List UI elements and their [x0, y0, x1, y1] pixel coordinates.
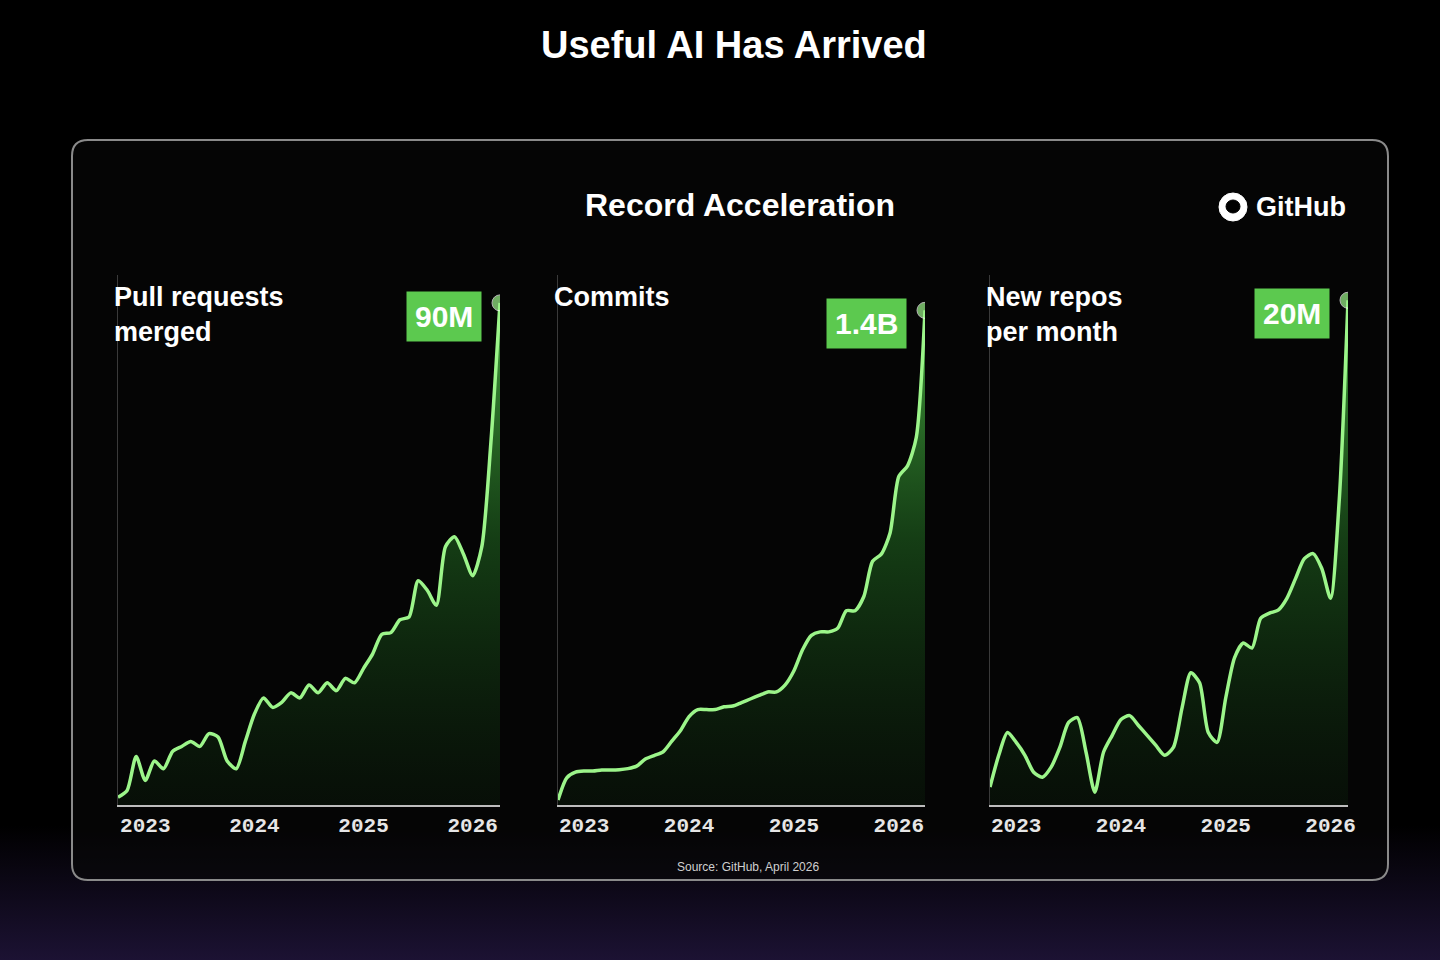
svg-text:Commits: Commits	[554, 282, 670, 312]
svg-text:2023: 2023	[120, 815, 170, 838]
svg-text:20M: 20M	[1263, 297, 1321, 330]
svg-text:GitHub: GitHub	[1256, 192, 1346, 222]
svg-text:2026: 2026	[1305, 815, 1355, 838]
svg-text:2025: 2025	[769, 815, 819, 838]
svg-text:Useful AI Has Arrived: Useful AI Has Arrived	[541, 24, 927, 66]
svg-text:2025: 2025	[1201, 815, 1251, 838]
svg-text:2026: 2026	[447, 815, 497, 838]
svg-text:1.4B: 1.4B	[835, 307, 898, 340]
svg-text:2024: 2024	[1096, 815, 1146, 838]
svg-text:New reposper month: New reposper month	[986, 282, 1123, 347]
svg-text:Record Acceleration: Record Acceleration	[585, 187, 895, 223]
svg-text:2025: 2025	[338, 815, 388, 838]
svg-text:2023: 2023	[559, 815, 609, 838]
svg-text:90M: 90M	[415, 300, 473, 333]
svg-text:2024: 2024	[229, 815, 279, 838]
svg-text:Source: GitHub, April 2026: Source: GitHub, April 2026	[677, 860, 819, 874]
svg-text:Pull requestsmerged: Pull requestsmerged	[114, 282, 284, 347]
svg-text:2023: 2023	[991, 815, 1041, 838]
svg-text:2024: 2024	[664, 815, 714, 838]
svg-text:2026: 2026	[874, 815, 924, 838]
